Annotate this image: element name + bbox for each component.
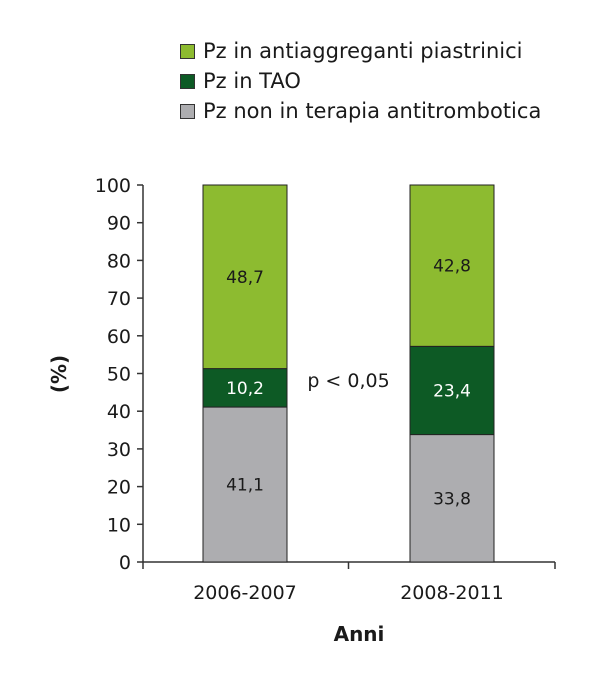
legend-swatch	[180, 43, 195, 59]
legend-swatch	[180, 103, 195, 119]
bar-value-label: 41,1	[226, 476, 264, 496]
bar-value-label: 10,2	[226, 379, 264, 399]
bar-segment	[202, 184, 288, 370]
y-tick-label: 70	[107, 288, 131, 310]
x-axis-label: Anni	[334, 622, 385, 646]
bar-value-label: 33,8	[433, 489, 471, 509]
legend-item: Pz non in terapia antitrombotica	[180, 96, 541, 126]
bar-segment	[409, 434, 495, 563]
y-tick-label: 100	[95, 175, 131, 197]
bar-segment	[409, 184, 495, 347]
y-tick-label: 0	[119, 552, 131, 574]
bar-value-label: 23,4	[433, 381, 471, 401]
legend-item: Pz in TAO	[180, 66, 541, 96]
y-tick-label: 40	[107, 401, 131, 423]
bar-value-label: 48,7	[226, 268, 264, 288]
y-tick-label: 10	[107, 514, 131, 536]
x-tick-label: 2006-2007	[193, 582, 297, 604]
y-axis-label: (%)	[47, 355, 71, 393]
legend-label: Pz in antiaggreganti piastrinici	[203, 39, 523, 63]
legend-swatch	[180, 73, 195, 89]
y-tick-label: 80	[107, 250, 131, 272]
y-tick-label: 20	[107, 477, 131, 499]
legend-item: Pz in antiaggreganti piastrinici	[180, 36, 541, 66]
y-tick-label: 30	[107, 439, 131, 461]
y-tick-label: 60	[107, 326, 131, 348]
legend-label: Pz in TAO	[203, 69, 301, 93]
bar-segment	[409, 345, 495, 436]
y-tick-label: 90	[107, 213, 131, 235]
legend-label: Pz non in terapia antitrombotica	[203, 99, 542, 123]
p-value-annotation: p < 0,05	[307, 370, 389, 392]
legend: Pz in antiaggreganti piastrinici Pz in TA…	[180, 36, 541, 126]
y-tick-label: 50	[107, 364, 131, 386]
bar-segment	[202, 368, 288, 408]
bar-value-label: 42,8	[433, 257, 471, 277]
x-tick-label: 2008-2011	[400, 582, 504, 604]
